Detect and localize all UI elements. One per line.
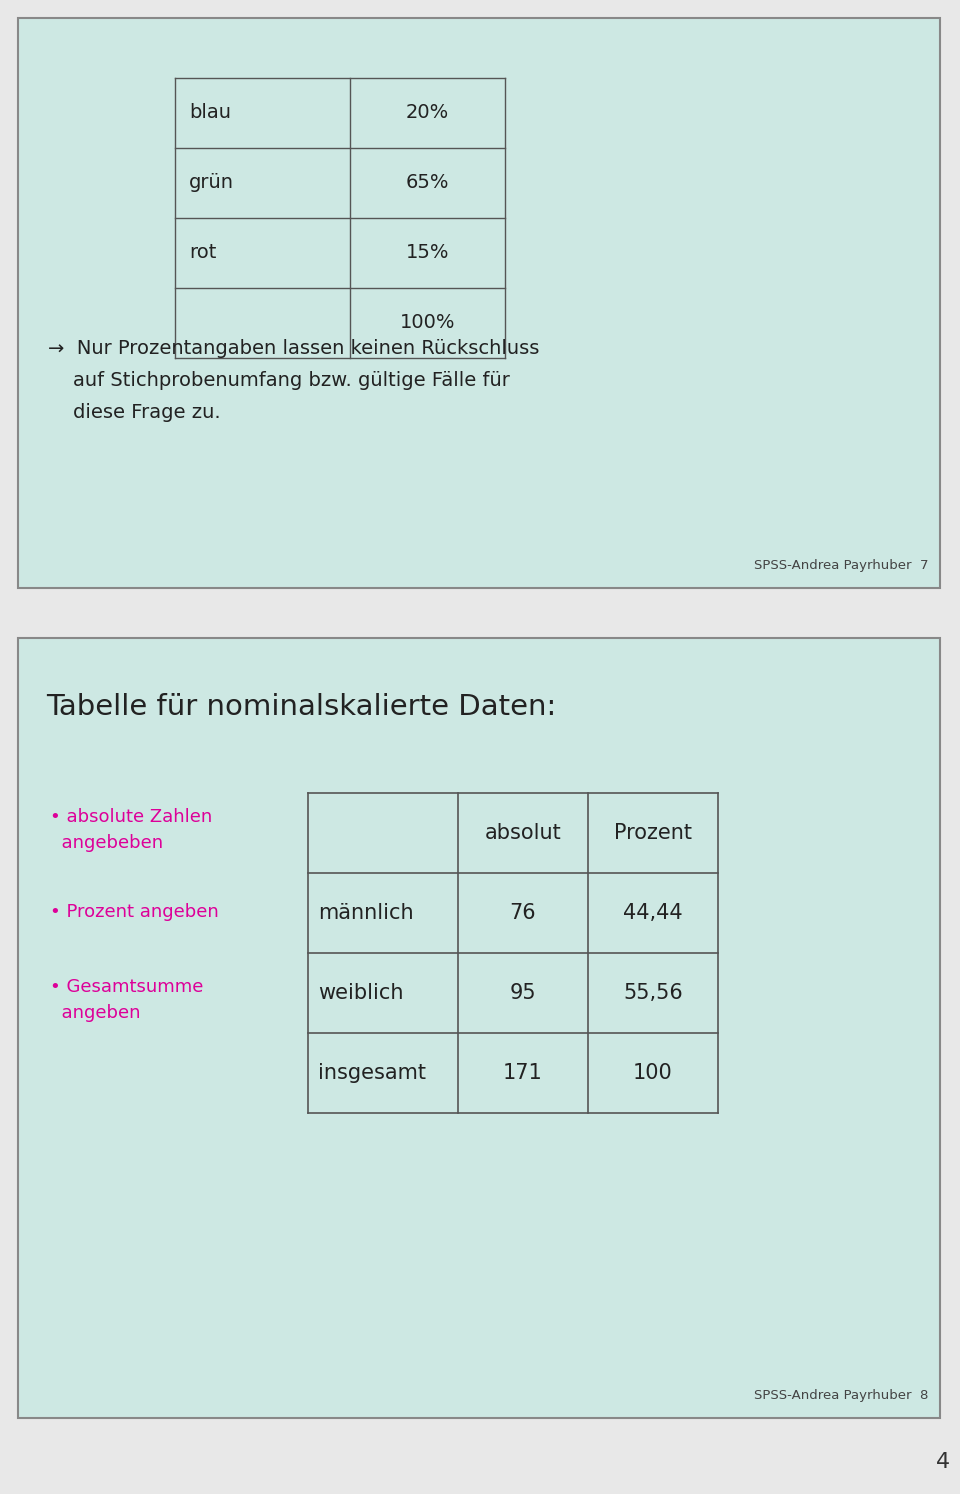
Text: 65%: 65% (406, 173, 449, 193)
Text: 76: 76 (510, 902, 537, 923)
Text: auf Stichprobenumfang bzw. gültige Fälle für: auf Stichprobenumfang bzw. gültige Fälle… (48, 372, 510, 390)
Text: angeben: angeben (50, 1004, 140, 1022)
FancyBboxPatch shape (18, 18, 940, 589)
Text: SPSS-Andrea Payrhuber  8: SPSS-Andrea Payrhuber 8 (754, 1389, 928, 1401)
Text: weiblich: weiblich (318, 983, 403, 1002)
Text: • Prozent angeben: • Prozent angeben (50, 902, 219, 920)
Text: 20%: 20% (406, 103, 449, 123)
Text: • Gesamtsumme: • Gesamtsumme (50, 979, 204, 996)
Text: Tabelle für nominalskalierte Daten:: Tabelle für nominalskalierte Daten: (46, 693, 556, 722)
Text: angebeben: angebeben (50, 834, 163, 852)
Text: insgesamt: insgesamt (318, 1064, 426, 1083)
FancyBboxPatch shape (18, 638, 940, 1418)
Text: 4: 4 (936, 1452, 950, 1472)
Text: 100%: 100% (399, 314, 455, 333)
Text: diese Frage zu.: diese Frage zu. (48, 403, 221, 423)
Text: 100: 100 (634, 1064, 673, 1083)
Text: • absolute Zahlen: • absolute Zahlen (50, 808, 212, 826)
Text: 55,56: 55,56 (623, 983, 683, 1002)
Text: SPSS-Andrea Payrhuber  7: SPSS-Andrea Payrhuber 7 (754, 559, 928, 572)
Text: 15%: 15% (406, 244, 449, 263)
Text: Prozent: Prozent (614, 823, 692, 843)
Text: absolut: absolut (485, 823, 562, 843)
Text: →  Nur Prozentangaben lassen keinen Rückschluss: → Nur Prozentangaben lassen keinen Rücks… (48, 339, 540, 359)
Text: 95: 95 (510, 983, 537, 1002)
Text: grün: grün (189, 173, 234, 193)
Text: 44,44: 44,44 (623, 902, 683, 923)
Text: männlich: männlich (318, 902, 414, 923)
Text: blau: blau (189, 103, 231, 123)
Text: 171: 171 (503, 1064, 542, 1083)
Text: rot: rot (189, 244, 216, 263)
